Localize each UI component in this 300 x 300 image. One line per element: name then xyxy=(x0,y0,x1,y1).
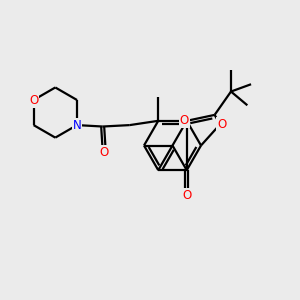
Text: O: O xyxy=(217,118,226,131)
Text: N: N xyxy=(73,118,81,132)
Text: O: O xyxy=(182,190,191,202)
Text: O: O xyxy=(100,146,109,159)
Text: O: O xyxy=(29,94,38,106)
Text: O: O xyxy=(180,114,189,127)
